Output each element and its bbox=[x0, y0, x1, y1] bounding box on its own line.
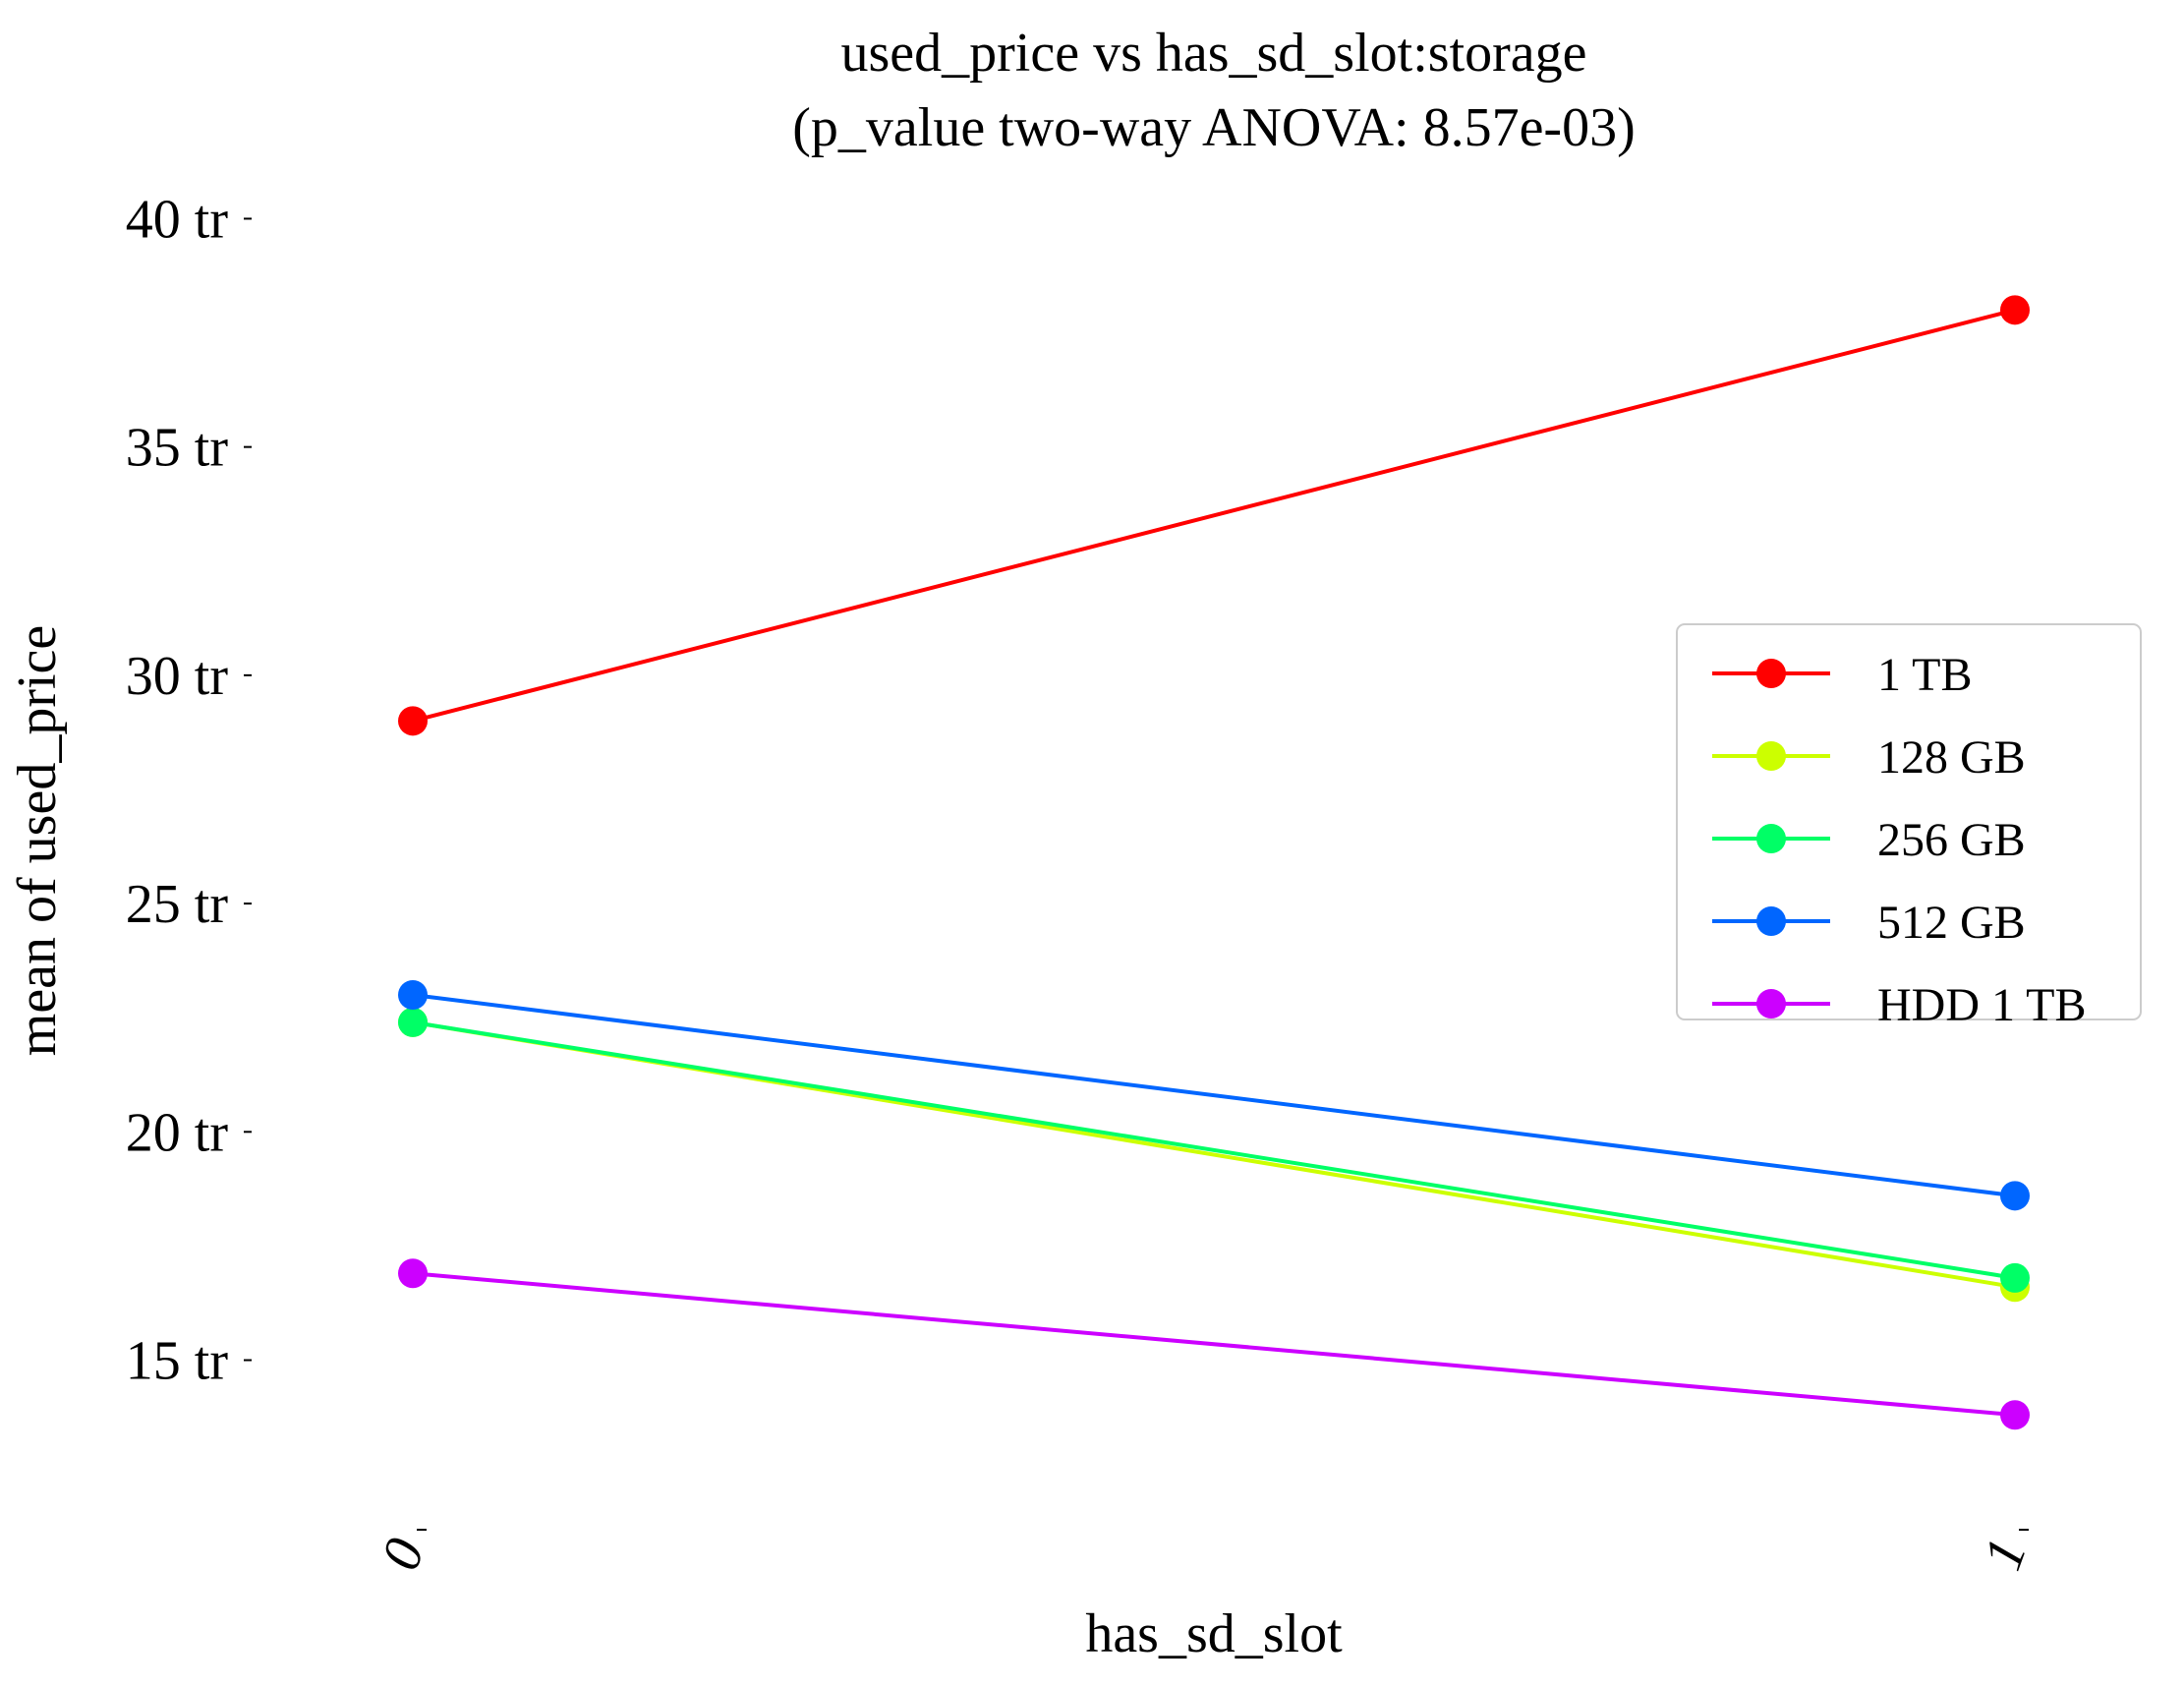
series-hdd-1-tb bbox=[398, 1258, 2030, 1430]
legend-entry: HDD 1 TB bbox=[1712, 979, 2086, 1031]
legend-swatch-marker bbox=[1756, 989, 1786, 1019]
data-point bbox=[2000, 1181, 2030, 1211]
data-point bbox=[398, 1258, 428, 1289]
legend-entry: 128 GB bbox=[1712, 731, 2026, 784]
series-1-tb bbox=[398, 295, 2030, 736]
legend: 1 TB 128 GB 256 GB 512 GB HDD 1 TB bbox=[1676, 623, 2142, 1031]
plot-area bbox=[398, 295, 2030, 1430]
data-point bbox=[398, 1007, 428, 1037]
y-tick-label: 25 tr bbox=[126, 874, 229, 935]
series-line bbox=[412, 992, 2016, 1198]
series-line bbox=[412, 1019, 2016, 1280]
chart-subtitle: (p_value two-way ANOVA: 8.57e-03) bbox=[792, 97, 1635, 158]
y-axis: 15 tr 20 tr 25 tr 30 tr 35 tr 40 tr bbox=[126, 189, 252, 1392]
legend-swatch-marker bbox=[1756, 824, 1786, 853]
legend-swatch-marker bbox=[1756, 659, 1786, 688]
legend-label: 512 GB bbox=[1877, 897, 2026, 949]
legend-entry: 512 GB bbox=[1712, 897, 2026, 949]
y-tick-label: 40 tr bbox=[126, 189, 229, 250]
legend-swatch-marker bbox=[1756, 906, 1786, 936]
y-tick-label: 15 tr bbox=[126, 1331, 229, 1392]
legend-label: 1 TB bbox=[1877, 649, 1972, 701]
series-line bbox=[412, 1271, 2016, 1418]
legend-swatch-marker bbox=[1756, 741, 1786, 771]
y-axis-label: mean of used_price bbox=[7, 625, 68, 1056]
data-point bbox=[2000, 1400, 2030, 1430]
data-point bbox=[2000, 295, 2030, 325]
data-point bbox=[2000, 1262, 2030, 1293]
series-128-gb bbox=[398, 1007, 2030, 1303]
x-axis-label: has_sd_slot bbox=[1085, 1603, 1343, 1664]
y-tick-label: 20 tr bbox=[126, 1102, 229, 1163]
legend-entry: 1 TB bbox=[1712, 649, 1972, 701]
x-tick-label: 1 bbox=[1972, 1531, 2039, 1578]
legend-label: 256 GB bbox=[1877, 814, 2026, 866]
legend-entry: 256 GB bbox=[1712, 814, 2026, 866]
legend-label: HDD 1 TB bbox=[1877, 979, 2086, 1031]
data-point bbox=[398, 706, 428, 736]
series-512-gb bbox=[398, 979, 2030, 1211]
series-line bbox=[412, 308, 2016, 724]
chart-title: used_price vs has_sd_slot:storage bbox=[841, 23, 1587, 84]
legend-label: 128 GB bbox=[1877, 731, 2026, 784]
x-tick-label: 0 bbox=[370, 1531, 436, 1578]
data-point bbox=[398, 979, 428, 1010]
y-tick-label: 30 tr bbox=[126, 646, 229, 707]
y-tick-label: 35 tr bbox=[126, 418, 229, 479]
series-256-gb bbox=[398, 1007, 2030, 1293]
